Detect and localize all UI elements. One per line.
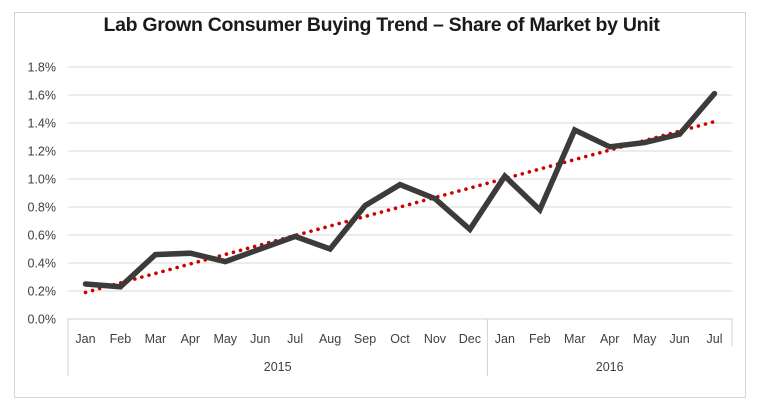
- chart-title: Lab Grown Consumer Buying Trend – Share …: [103, 14, 660, 36]
- y-tick-label: 1.8%: [28, 61, 57, 75]
- y-tick-label: 1.4%: [28, 117, 57, 131]
- y-tick-label: 1.2%: [28, 145, 57, 159]
- x-tick-label: Aug: [319, 332, 341, 346]
- x-axis-line: [67, 318, 733, 376]
- x-tick-label: Nov: [424, 332, 447, 346]
- x-tick-label: Mar: [145, 332, 167, 346]
- x-tick-label: Jan: [75, 332, 95, 346]
- x-group-label: 2016: [596, 360, 624, 374]
- x-tick-label: Sep: [354, 332, 376, 346]
- y-axis-ticks: 0.0% 0.2% 0.4% 0.6% 0.8% 1.0% 1.2% 1.4% 1.6% 1.8%: [28, 61, 57, 327]
- x-tick-label: May: [633, 332, 657, 346]
- x-tick-label: Jul: [287, 332, 303, 346]
- y-tick-label: 0.8%: [28, 201, 57, 215]
- x-tick-label: Apr: [600, 332, 619, 346]
- series-layer: [82, 90, 718, 290]
- x-tick-label: Feb: [110, 332, 132, 346]
- x-tick-label: Jan: [495, 332, 515, 346]
- x-axis: 2015 2016 Jan Feb Mar Apr May Jun Jul Aug Sep Oct No…: [67, 318, 733, 376]
- trendline: [83, 119, 717, 295]
- x-tick-label: Jul: [707, 332, 723, 346]
- y-tick-label: 1.0%: [28, 173, 57, 187]
- chart-frame: [14, 12, 746, 398]
- x-group-label: 2015: [264, 360, 292, 374]
- y-tick-label: 0.2%: [28, 285, 57, 299]
- x-tick-label: Feb: [529, 332, 551, 346]
- x-tick-label: Apr: [181, 332, 200, 346]
- y-tick-label: 0.4%: [28, 257, 57, 271]
- y-tick-label: 0.6%: [28, 229, 57, 243]
- x-tick-label: Jun: [250, 332, 270, 346]
- x-tick-label: Mar: [564, 332, 586, 346]
- x-tick-label: Jun: [670, 332, 690, 346]
- trendline-layer: [83, 119, 717, 295]
- x-tick-label: May: [213, 332, 237, 346]
- y-tick-label: 1.6%: [28, 89, 57, 103]
- x-tick-label: Dec: [459, 332, 481, 346]
- gridlines: [68, 66, 732, 292]
- y-tick-label: 0.0%: [28, 313, 57, 327]
- x-tick-label: Oct: [390, 332, 410, 346]
